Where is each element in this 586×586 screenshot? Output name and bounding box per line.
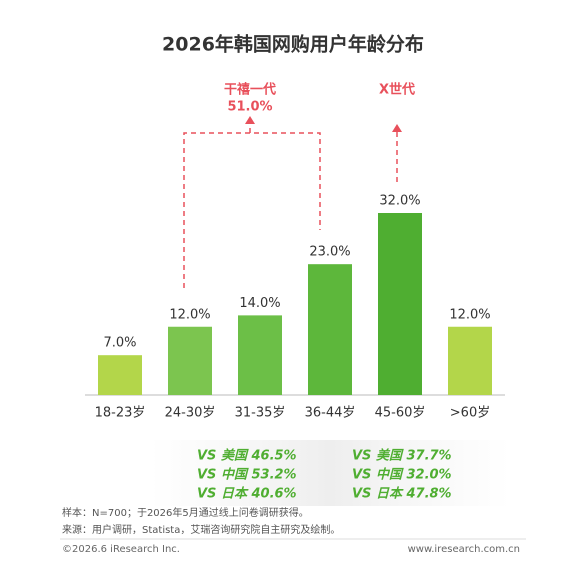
website: www.iresearch.com.cn (408, 544, 520, 555)
x-tick-label: 24-30岁 (165, 406, 216, 421)
note: 来源：用户调研，Statista，艾瑞咨询研究院自主研究及绘制。 (62, 523, 340, 536)
vs-background (150, 440, 510, 506)
x-tick-label: >60岁 (450, 406, 490, 421)
comparison: VS 美国 46.5% (197, 448, 297, 464)
value-label: 14.0% (239, 296, 280, 311)
chart-title: 2026年韩国网购用户年龄分布 (162, 33, 424, 56)
x-tick-label: 31-35岁 (235, 406, 286, 421)
note: 样本：N=700；于2026年5月通过线上问卷调研获得。 (62, 506, 309, 519)
value-label: 7.0% (103, 336, 136, 351)
annotation-label: 干禧一代 (224, 82, 276, 98)
bar (238, 315, 282, 395)
annotation-label: X世代 (379, 82, 415, 98)
bar (448, 326, 492, 395)
value-label: 23.0% (309, 245, 350, 260)
x-tick-label: 45-60岁 (375, 406, 426, 421)
comparison: VS 中国 32.0% (352, 467, 452, 483)
comparison: VS 中国 53.2% (197, 467, 297, 483)
value-label: 12.0% (449, 307, 490, 322)
copyright: ©2026.6 iResearch Inc. (62, 544, 180, 555)
bracket (183, 124, 321, 288)
bar (168, 326, 212, 395)
arrow (392, 124, 402, 132)
comparison: VS 日本 47.8% (352, 486, 452, 502)
comparison: VS 美国 37.7% (352, 448, 452, 464)
x-tick-label: 18-23岁 (95, 406, 146, 421)
value-label: 32.0% (379, 194, 420, 209)
value-label: 12.0% (169, 307, 210, 322)
annotation-value: 51.0% (227, 100, 272, 115)
bar (98, 355, 142, 395)
arrow (245, 116, 255, 124)
comparison: VS 日本 40.6% (197, 486, 297, 502)
x-tick-label: 36-44岁 (305, 406, 356, 421)
bar (308, 264, 352, 395)
bar (378, 213, 422, 395)
